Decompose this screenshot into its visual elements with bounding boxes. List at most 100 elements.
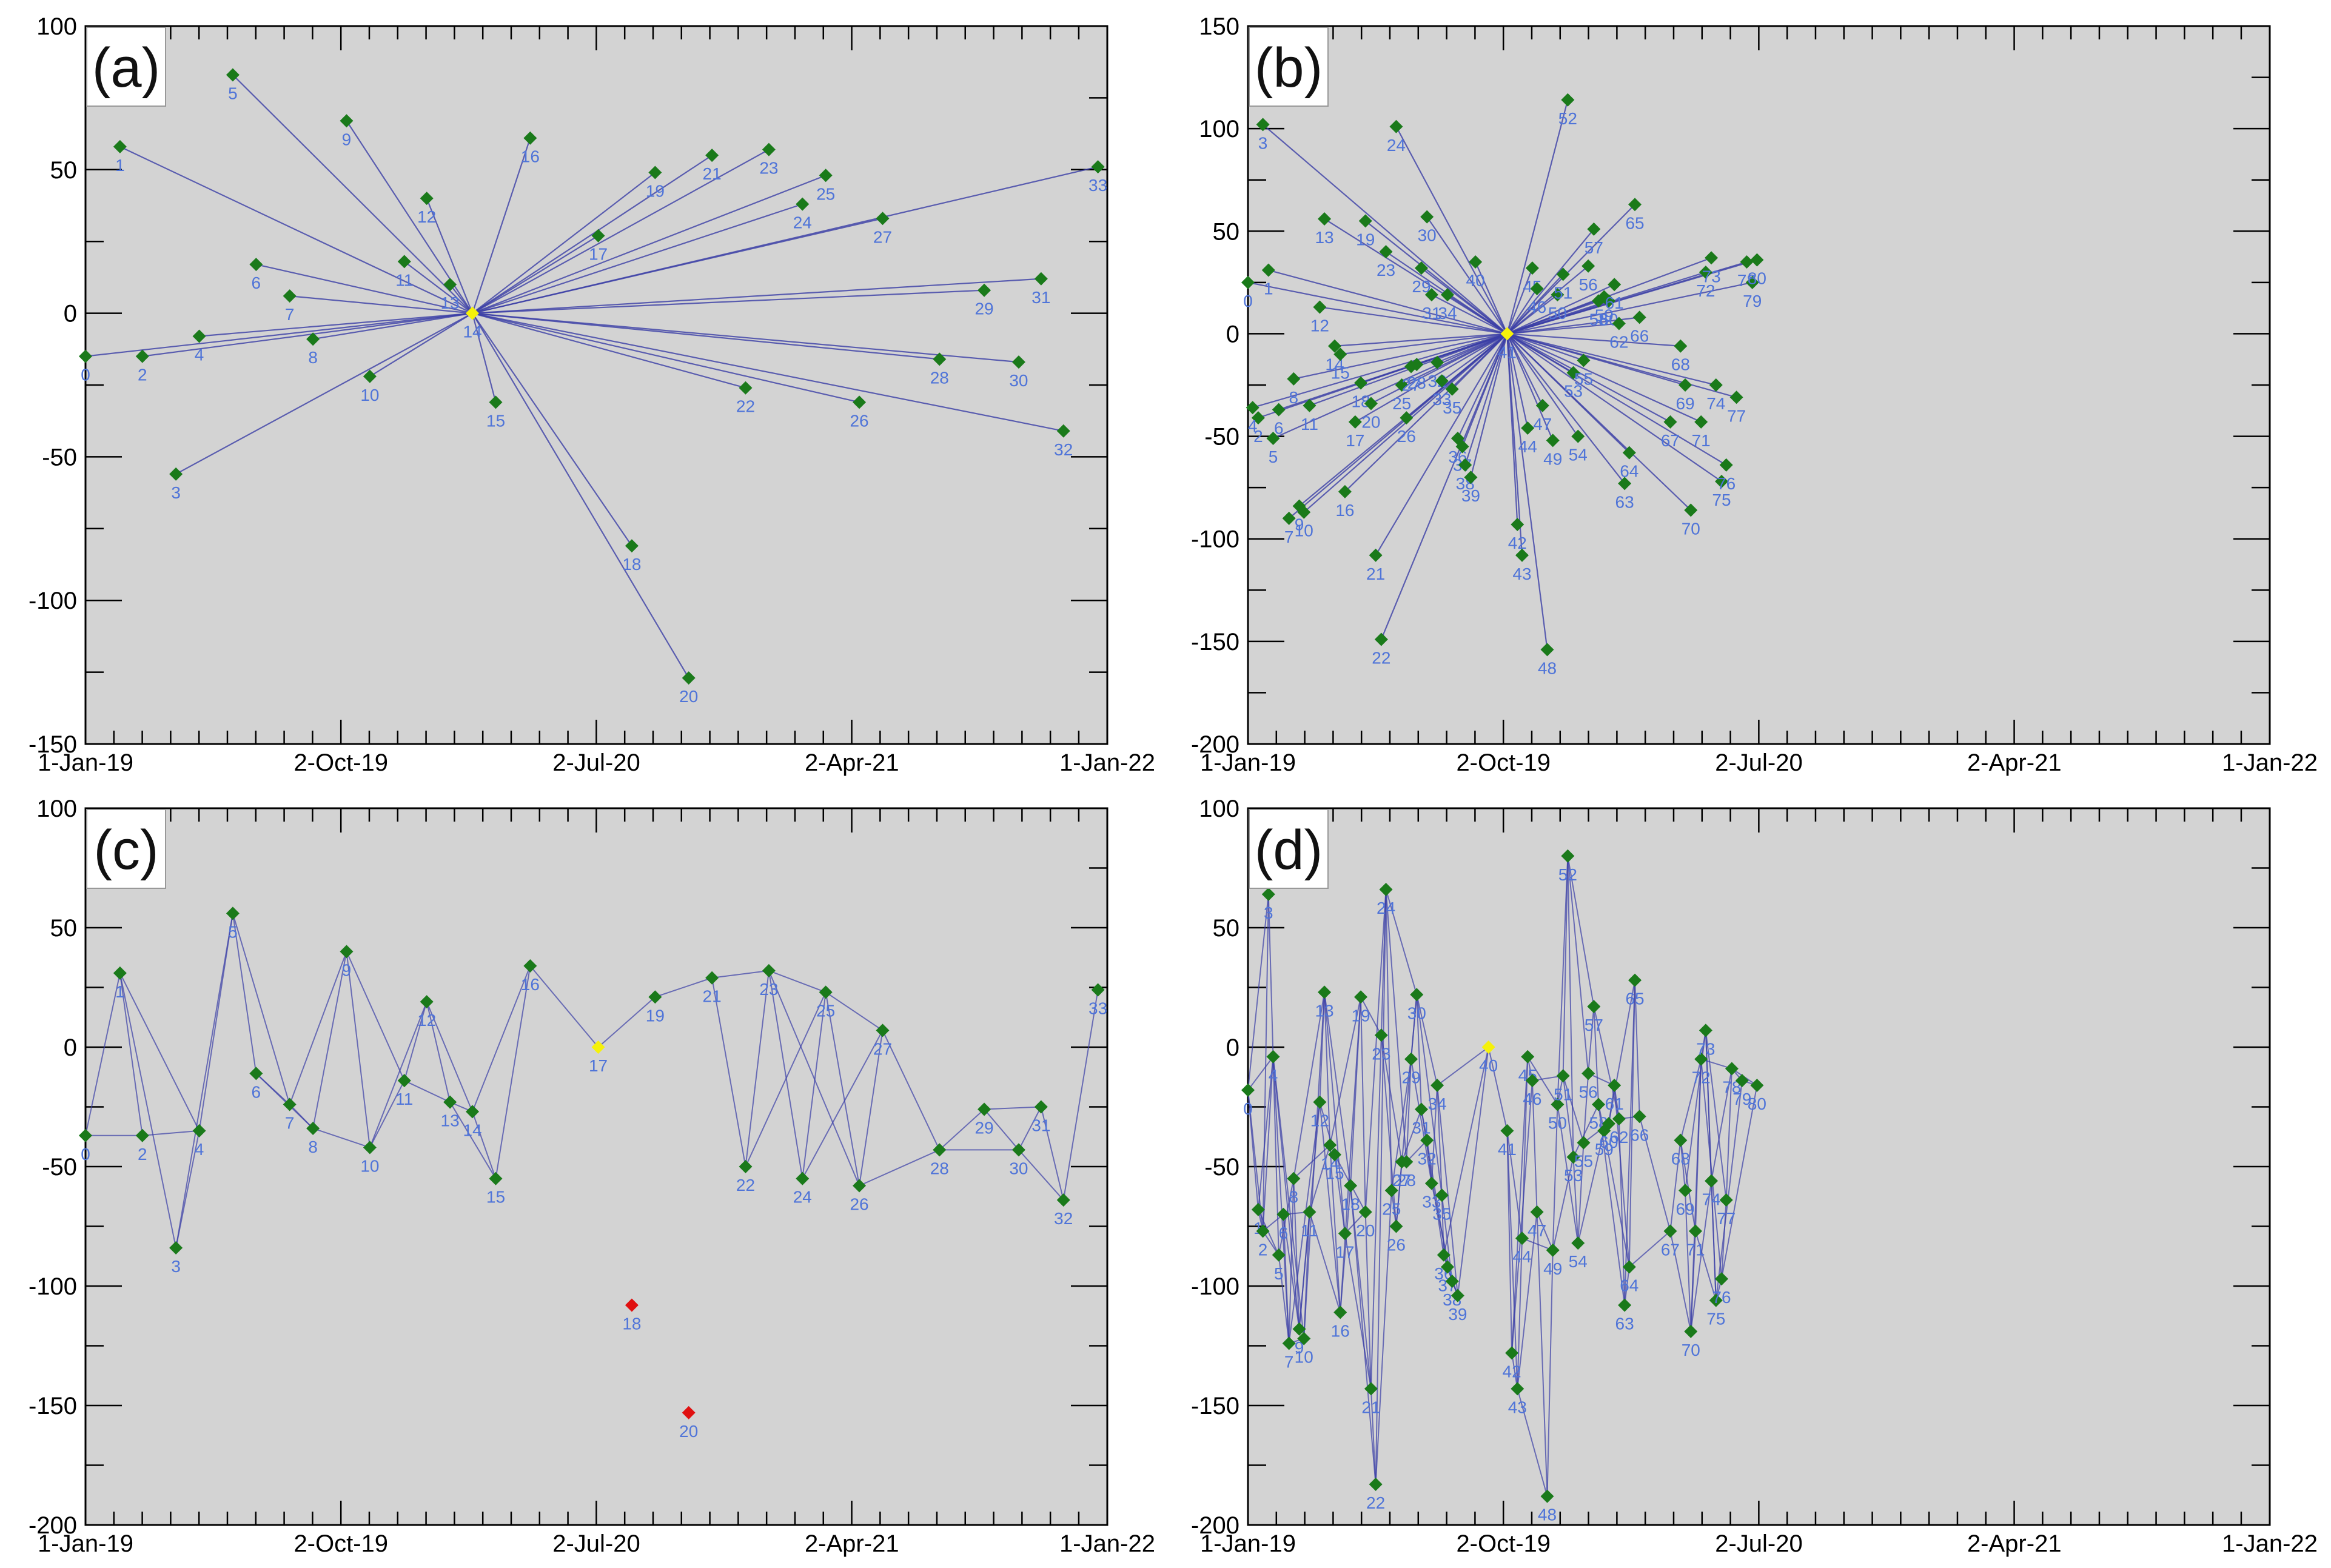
baseline-edge bbox=[369, 312, 473, 377]
point-label: 31 bbox=[1422, 304, 1441, 323]
baseline-edge bbox=[119, 146, 473, 314]
baseline-edge bbox=[1273, 333, 1508, 439]
data-point bbox=[1505, 1346, 1519, 1360]
baseline-edge bbox=[1040, 1107, 1064, 1201]
point-label: 19 bbox=[646, 182, 665, 201]
data-point bbox=[591, 229, 605, 243]
baseline-edge bbox=[1309, 1145, 1331, 1213]
baseline-edge bbox=[1062, 990, 1099, 1201]
data-point bbox=[1694, 415, 1708, 429]
baseline-edge bbox=[1437, 1085, 1443, 1196]
baseline-edge bbox=[1329, 1145, 1341, 1313]
data-point bbox=[1699, 1024, 1712, 1037]
data-point bbox=[113, 966, 127, 980]
baseline-edge bbox=[1288, 1102, 1321, 1344]
data-point bbox=[1546, 1243, 1560, 1257]
data-point bbox=[1323, 1138, 1337, 1152]
data-point bbox=[1435, 1188, 1449, 1202]
point-label: 62 bbox=[1609, 1128, 1628, 1147]
point-label: 56 bbox=[1579, 1082, 1598, 1101]
point-label: 25 bbox=[1382, 1199, 1401, 1218]
baseline-edge bbox=[471, 313, 497, 403]
baseline-edge bbox=[802, 1030, 884, 1179]
point-label: 71 bbox=[1686, 1240, 1705, 1259]
point-label: 23 bbox=[759, 980, 778, 999]
data-point bbox=[1745, 275, 1759, 289]
baseline-edge bbox=[1694, 1059, 1702, 1231]
data-point bbox=[1266, 1050, 1280, 1064]
point-label: 59 bbox=[1595, 306, 1614, 325]
baseline-edge bbox=[1511, 1081, 1533, 1353]
point-label: 77 bbox=[1727, 406, 1746, 425]
baseline-edge bbox=[1507, 259, 1757, 335]
baseline-edge bbox=[1324, 992, 1331, 1145]
x-tick-label: 1-Jan-19 bbox=[38, 1530, 133, 1557]
baseline-edge bbox=[1598, 1104, 1626, 1305]
point-label: 65 bbox=[1625, 213, 1644, 232]
data-point bbox=[1632, 1110, 1646, 1124]
point-label: 19 bbox=[646, 1006, 665, 1025]
point-label: 68 bbox=[1671, 1150, 1690, 1168]
point-label: 58 bbox=[1589, 310, 1608, 329]
point-label: 66 bbox=[1630, 1125, 1649, 1144]
baseline-edge bbox=[449, 284, 473, 314]
data-point bbox=[1566, 1150, 1580, 1164]
point-label: 0 bbox=[1243, 1099, 1253, 1118]
data-point bbox=[1511, 1382, 1524, 1396]
point-label: 57 bbox=[1585, 1016, 1603, 1034]
point-label: 44 bbox=[1512, 1247, 1531, 1266]
data-point bbox=[1241, 275, 1255, 289]
baseline-edge bbox=[1258, 1209, 1280, 1256]
baseline-edge bbox=[1247, 894, 1269, 1091]
baseline-edge bbox=[529, 965, 599, 1048]
data-point bbox=[1455, 440, 1469, 454]
baseline-edge bbox=[1293, 1178, 1300, 1329]
baseline-edge bbox=[1557, 856, 1569, 1105]
baseline-edge bbox=[289, 295, 473, 314]
x-tick-label: 2-Jul-20 bbox=[552, 1530, 640, 1557]
data-point bbox=[523, 131, 537, 145]
point-label: 46 bbox=[1523, 1090, 1541, 1108]
y-tick-label: 50 bbox=[1213, 915, 1240, 942]
data-point bbox=[1750, 253, 1764, 267]
data-point bbox=[1410, 358, 1424, 372]
data-point bbox=[625, 539, 639, 553]
data-point bbox=[1622, 1260, 1636, 1274]
point-label: 9 bbox=[342, 130, 352, 149]
baseline-edge bbox=[1711, 1181, 1717, 1301]
point-label: 29 bbox=[974, 1118, 993, 1137]
data-point bbox=[192, 329, 206, 343]
baseline-edge bbox=[1680, 1140, 1696, 1231]
data-point bbox=[1561, 93, 1575, 107]
baseline-edge bbox=[1401, 1109, 1422, 1162]
x-tick-label: 1-Jan-22 bbox=[2222, 1530, 2318, 1557]
data-point bbox=[1292, 1322, 1306, 1336]
data-point bbox=[1313, 300, 1327, 314]
baseline-edge bbox=[1390, 1059, 1412, 1191]
data-point bbox=[1246, 401, 1259, 415]
baseline-edge bbox=[1527, 1056, 1558, 1105]
data-point bbox=[397, 1074, 411, 1088]
baseline-edge bbox=[655, 977, 713, 998]
baseline-edge bbox=[369, 1001, 428, 1148]
baseline-edge bbox=[1552, 1104, 1558, 1250]
point-label: 6 bbox=[252, 1082, 261, 1101]
data-point bbox=[1374, 1028, 1388, 1042]
plot-area bbox=[84, 807, 1108, 1526]
baseline-edge bbox=[1416, 333, 1508, 366]
baseline-edge bbox=[1247, 281, 1508, 335]
point-label: 9 bbox=[342, 960, 352, 979]
point-label: 76 bbox=[1717, 474, 1736, 493]
data-point bbox=[1435, 374, 1449, 388]
point-label: 2 bbox=[1253, 427, 1263, 446]
data-point bbox=[1282, 511, 1296, 525]
baseline-edge bbox=[1309, 1211, 1341, 1313]
data-point bbox=[1318, 212, 1332, 226]
baseline-edge bbox=[472, 1111, 497, 1179]
baseline-edge bbox=[1385, 889, 1418, 995]
data-point bbox=[1556, 1069, 1570, 1083]
baseline-edge bbox=[984, 1106, 1041, 1110]
baseline-edge bbox=[1506, 333, 1692, 511]
data-point bbox=[1556, 267, 1570, 281]
